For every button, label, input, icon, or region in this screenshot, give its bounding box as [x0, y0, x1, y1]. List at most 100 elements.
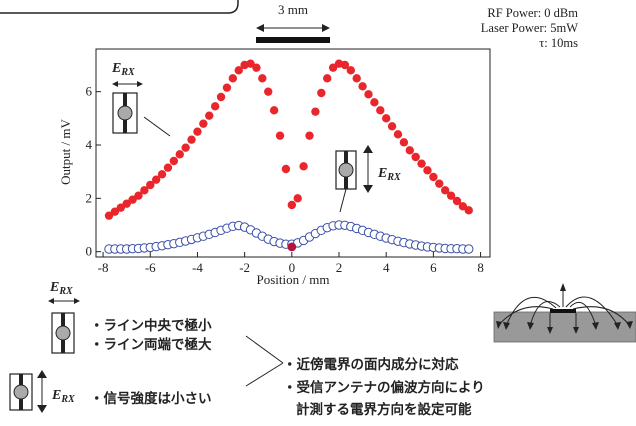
inset-vertical-probe: ERX: [335, 145, 401, 213]
in-plane-data-point: [299, 162, 308, 171]
y-axis-label: Output / mV: [58, 119, 73, 185]
note-settable: 計測する電界方向を設定可能: [296, 402, 472, 418]
laser-power-label: Laser Power: 5mW: [480, 21, 578, 35]
connector-upper: [245, 335, 284, 364]
in-plane-data-point: [417, 159, 426, 168]
in-plane-data-point: [399, 138, 409, 147]
x-tick-label: 0: [289, 260, 296, 275]
in-plane-data-point: [228, 74, 238, 83]
in-plane-data-point: [205, 111, 214, 120]
in-plane-data-point: [146, 180, 155, 190]
in-plane-data-point: [323, 74, 332, 83]
in-plane-data-point: [163, 163, 173, 172]
note-center-min: ・ライン中央で極小: [90, 318, 212, 334]
svg-text:ERX: ERX: [111, 61, 135, 78]
in-plane-data-point: [376, 106, 385, 115]
y-tick-label: 6: [86, 84, 93, 99]
in-plane-data-point: [346, 66, 356, 75]
x-tick-label: 6: [430, 260, 437, 275]
in-plane-data-point: [187, 135, 196, 144]
legend-horizontal-probe: ERX: [48, 280, 80, 354]
in-plane-data-point: [340, 60, 350, 70]
in-plane-data-point: [169, 156, 179, 166]
in-plane-data-point: [252, 63, 261, 72]
in-plane-data-point: [140, 186, 149, 195]
in-plane-data-point: [387, 122, 397, 131]
x-axis-label: Position / mm: [257, 272, 330, 287]
in-plane-data-point: [222, 83, 232, 92]
in-plane-data-point: [370, 98, 379, 107]
in-plane-data-point: [429, 172, 438, 182]
x-tick-label: 2: [336, 260, 343, 275]
in-plane-data-point: [216, 92, 226, 102]
inset-horizontal-probe: ERX: [111, 61, 171, 137]
in-plane-data-point: [287, 200, 297, 210]
in-plane-data-point: [110, 207, 120, 216]
plot-frame: [95, 48, 491, 258]
in-plane-data-point: [175, 150, 184, 159]
x-tick-label: -6: [145, 260, 156, 275]
in-plane-data-point: [199, 119, 208, 128]
scale-bar-label: 3 mm: [278, 2, 308, 17]
in-plane-data-point: [151, 175, 161, 184]
vertical-data-point: [464, 244, 474, 254]
note-in-plane: ・近傍電界の面内成分に対応: [283, 357, 459, 373]
in-plane-data-point: [358, 82, 367, 91]
in-plane-data-point: [181, 143, 190, 152]
note-signal-small: ・信号強度は小さい: [90, 391, 212, 407]
legend-vertical-probe: ERX: [9, 370, 75, 413]
x-tick-label: -2: [239, 260, 250, 275]
note-edge-max: ・ライン両端で極大: [90, 337, 212, 353]
center-data-point: [287, 242, 297, 252]
in-plane-data-point: [440, 186, 450, 195]
svg-text:ERX: ERX: [377, 166, 401, 183]
in-plane-data-point: [311, 107, 320, 116]
in-plane-data-point: [269, 106, 279, 115]
y-tick-label: 0: [86, 244, 93, 259]
in-plane-data-point: [116, 203, 125, 212]
in-plane-data-point: [293, 194, 302, 203]
connector-lower: [245, 362, 284, 387]
in-plane-data-point: [411, 152, 420, 162]
in-plane-data-point: [317, 88, 326, 98]
data-layer: [104, 59, 474, 254]
in-plane-data-point: [328, 63, 338, 72]
x-tick-label: -4: [192, 260, 203, 275]
svg-text:ERX: ERX: [51, 388, 75, 405]
in-plane-data-point: [381, 114, 391, 123]
in-plane-data-point: [128, 195, 137, 204]
in-plane-data-point: [134, 191, 143, 200]
in-plane-data-point: [234, 66, 243, 75]
axis-ticks: -8 -6 -4 -2 0 2 4 6 8 0 2 4 6: [86, 84, 484, 275]
in-plane-data-point: [275, 131, 285, 140]
in-plane-data-point: [264, 87, 273, 96]
in-plane-data-point: [122, 199, 131, 208]
rf-power-label: RF Power: 0 dBm: [487, 6, 578, 20]
microstrip-field-diagram: [493, 283, 636, 343]
in-plane-data-point: [157, 170, 167, 179]
in-plane-data-point: [281, 164, 291, 174]
in-plane-data-point: [423, 166, 432, 175]
in-plane-data-point: [246, 59, 255, 68]
in-plane-data-point: [405, 146, 414, 155]
in-plane-data-point: [393, 130, 403, 139]
in-plane-data-point: [452, 196, 462, 206]
in-plane-data-point: [104, 211, 114, 220]
in-plane-data-point: [352, 74, 361, 83]
callout-box-edge: [0, 0, 239, 14]
in-plane-data-point: [458, 202, 468, 211]
in-plane-data-point: [305, 131, 314, 140]
tau-label: τ: 10ms: [539, 36, 578, 50]
x-tick-label: 8: [477, 260, 484, 275]
in-plane-data-point: [193, 127, 202, 136]
x-tick-label: 4: [383, 260, 390, 275]
in-plane-data-point: [464, 206, 473, 215]
y-tick-label: 4: [86, 137, 93, 152]
note-polarization: ・受信アンテナの偏波方向により: [283, 380, 485, 396]
scale-bar: 3 mm: [256, 2, 330, 43]
in-plane-data-point: [210, 102, 220, 111]
in-plane-data-point: [446, 191, 456, 200]
svg-text:ERX: ERX: [49, 280, 73, 297]
